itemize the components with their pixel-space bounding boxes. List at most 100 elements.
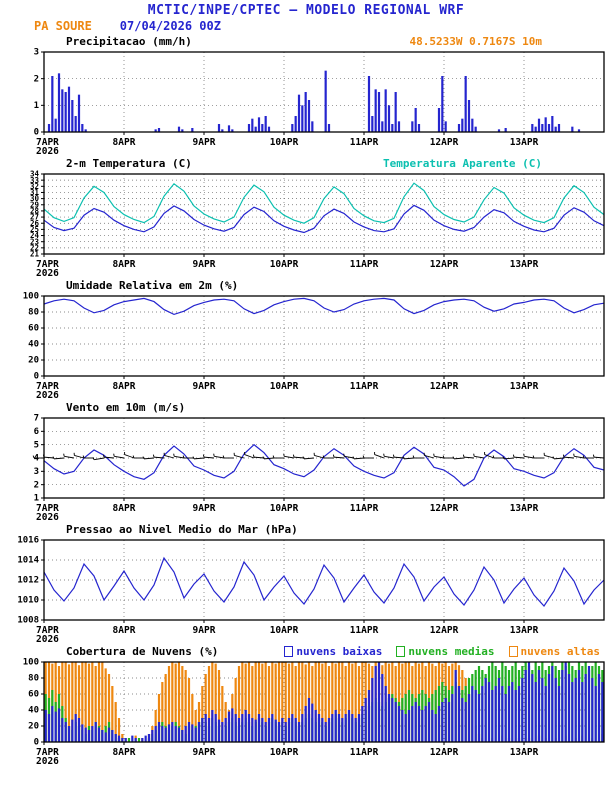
- svg-text:26: 26: [30, 219, 40, 228]
- svg-text:11APR: 11APR: [350, 381, 379, 392]
- legend-nuvens-baixas: nuvens baixas: [284, 645, 382, 658]
- svg-text:80: 80: [28, 308, 39, 318]
- svg-text:9APR: 9APR: [193, 381, 216, 392]
- legend-box-baixas-icon: [284, 646, 294, 657]
- svg-text:11APR: 11APR: [350, 503, 379, 514]
- svg-text:8APR: 8APR: [113, 259, 136, 270]
- svg-text:32: 32: [30, 182, 39, 191]
- svg-text:11APR: 11APR: [350, 747, 379, 758]
- panel-title-humidity: Umidade Relativa em 2m (%): [66, 279, 239, 292]
- svg-text:1: 1: [34, 101, 39, 111]
- svg-text:9APR: 9APR: [193, 625, 216, 636]
- svg-text:30: 30: [30, 194, 40, 203]
- svg-text:0: 0: [34, 738, 39, 748]
- station-label: PA SOURE: [34, 19, 92, 33]
- panel-title-cloudcover: Cobertura de Nuvens (%): [66, 645, 219, 658]
- svg-text:7APR: 7APR: [36, 137, 59, 148]
- panel-precipitation: Precipitacao (mm/h) 48.5233W 0.7167S 10m…: [0, 33, 612, 155]
- svg-text:28: 28: [30, 207, 40, 216]
- svg-text:7APR: 7APR: [36, 259, 59, 270]
- svg-text:12APR: 12APR: [430, 747, 459, 758]
- svg-text:33: 33: [30, 176, 40, 185]
- svg-text:5: 5: [34, 440, 39, 450]
- legend-label-medias: nuvens medias: [408, 645, 495, 658]
- svg-text:2026: 2026: [36, 634, 59, 642]
- panel-pressure: Pressao ao Nivel Medio do Mar (hPa) 1008…: [0, 521, 612, 643]
- precipitation-chart: 0 1 2 3 7APR 8APR 9APR 10APR 11APR 12APR 13APR 2026: [34, 48, 605, 154]
- svg-text:10APR: 10APR: [270, 625, 299, 636]
- run-datetime: 07/04/2026 00Z: [119, 19, 221, 33]
- svg-text:9APR: 9APR: [193, 259, 216, 270]
- svg-text:12APR: 12APR: [430, 625, 459, 636]
- svg-text:12APR: 12APR: [430, 503, 459, 514]
- svg-text:2: 2: [34, 74, 39, 84]
- svg-text:6: 6: [34, 427, 39, 437]
- svg-text:100: 100: [23, 658, 39, 668]
- panel-humidity-titlerow: Umidade Relativa em 2m (%): [0, 277, 612, 292]
- model-title: MCTIC/INPE/CPTEC — MODELO REGIONAL WRF: [147, 3, 465, 18]
- panel-title-temperature: 2-m Temperatura (C): [66, 157, 192, 170]
- svg-text:40: 40: [28, 706, 39, 716]
- svg-text:31: 31: [30, 188, 40, 197]
- svg-text:10APR: 10APR: [270, 259, 299, 270]
- svg-text:7APR: 7APR: [36, 381, 59, 392]
- header: MCTIC/INPE/CPTEC — MODELO REGIONAL WRF P…: [0, 0, 612, 33]
- legend-nuvens-medias: nuvens medias: [396, 645, 495, 658]
- svg-text:12APR: 12APR: [430, 381, 459, 392]
- svg-text:0: 0: [34, 372, 39, 382]
- svg-text:13APR: 13APR: [510, 259, 539, 270]
- svg-text:7APR: 7APR: [36, 503, 59, 514]
- legend-label-altas: nuvens altas: [520, 645, 600, 658]
- panel-precipitation-titlerow: Precipitacao (mm/h) 48.5233W 0.7167S 10m: [0, 33, 612, 48]
- location-label: 48.5233W 0.7167S 10m: [409, 35, 542, 48]
- legend-box-medias-icon: [396, 646, 406, 657]
- svg-text:11APR: 11APR: [350, 259, 379, 270]
- svg-text:24: 24: [30, 231, 40, 240]
- svg-text:10APR: 10APR: [270, 137, 299, 148]
- svg-text:10APR: 10APR: [270, 503, 299, 514]
- svg-text:29: 29: [30, 200, 40, 209]
- svg-text:0: 0: [34, 128, 39, 138]
- header-subrow: PA SOURE 07/04/2026 00Z: [0, 19, 612, 33]
- svg-text:8APR: 8APR: [113, 137, 136, 148]
- svg-text:60: 60: [28, 324, 39, 334]
- svg-text:9APR: 9APR: [193, 137, 216, 148]
- panel-pressure-titlerow: Pressao ao Nivel Medio do Mar (hPa): [0, 521, 612, 536]
- panel-humidity: Umidade Relativa em 2m (%) 0 20 40 60 80 100 7…: [0, 277, 612, 399]
- svg-text:1010: 1010: [17, 596, 39, 606]
- panel-title-wind: Vento em 10m (m/s): [66, 401, 186, 414]
- svg-text:9APR: 9APR: [193, 503, 216, 514]
- svg-text:13APR: 13APR: [510, 747, 539, 758]
- panel-title-pressure: Pressao ao Nivel Medio do Mar (hPa): [66, 523, 298, 536]
- svg-text:1014: 1014: [17, 556, 39, 566]
- svg-text:2026: 2026: [36, 512, 59, 520]
- humidity-chart: 0 20 40 60 80 100 7APR 8APR 9APR 10APR 11APR 12APR 1…: [23, 292, 605, 398]
- svg-text:1016: 1016: [17, 536, 39, 546]
- svg-text:8APR: 8APR: [113, 503, 136, 514]
- legend-label-baixas: nuvens baixas: [296, 645, 383, 658]
- panel-wind: Vento em 10m (m/s) 1 2 3 4 5 6 7 7APR 8APR 9APR 10…: [0, 399, 612, 521]
- svg-text:13APR: 13APR: [510, 503, 539, 514]
- svg-text:3: 3: [34, 467, 39, 477]
- svg-text:7: 7: [34, 414, 39, 424]
- svg-text:25: 25: [30, 225, 39, 234]
- svg-text:13APR: 13APR: [510, 381, 539, 392]
- svg-text:10APR: 10APR: [270, 381, 299, 392]
- wind-chart: 1 2 3 4 5 6 7 7APR 8APR 9APR 10APR 11APR 12APR 13APR 2…: [32, 414, 605, 520]
- cloud-legend: nuvens baixas nuvens medias nuvens altas: [284, 645, 600, 658]
- svg-text:13APR: 13APR: [510, 137, 539, 148]
- svg-text:2026: 2026: [36, 390, 59, 398]
- svg-text:11APR: 11APR: [350, 625, 379, 636]
- svg-text:7APR: 7APR: [36, 625, 59, 636]
- svg-text:2: 2: [34, 480, 39, 490]
- svg-text:60: 60: [28, 690, 39, 700]
- panel-wind-titlerow: Vento em 10m (m/s): [0, 399, 612, 414]
- svg-text:100: 100: [23, 292, 39, 302]
- svg-text:9APR: 9APR: [193, 747, 216, 758]
- svg-text:20: 20: [28, 356, 39, 366]
- svg-text:2026: 2026: [36, 146, 59, 154]
- cloudcover-chart: 0 20 40 60 80 100 7APR 8APR 9APR 10APR 11APR 12APR 1…: [23, 658, 605, 764]
- svg-text:21: 21: [30, 250, 40, 259]
- panel-cloudcover-titlerow: Cobertura de Nuvens (%) nuvens baixas nu…: [0, 643, 612, 658]
- svg-text:40: 40: [28, 340, 39, 350]
